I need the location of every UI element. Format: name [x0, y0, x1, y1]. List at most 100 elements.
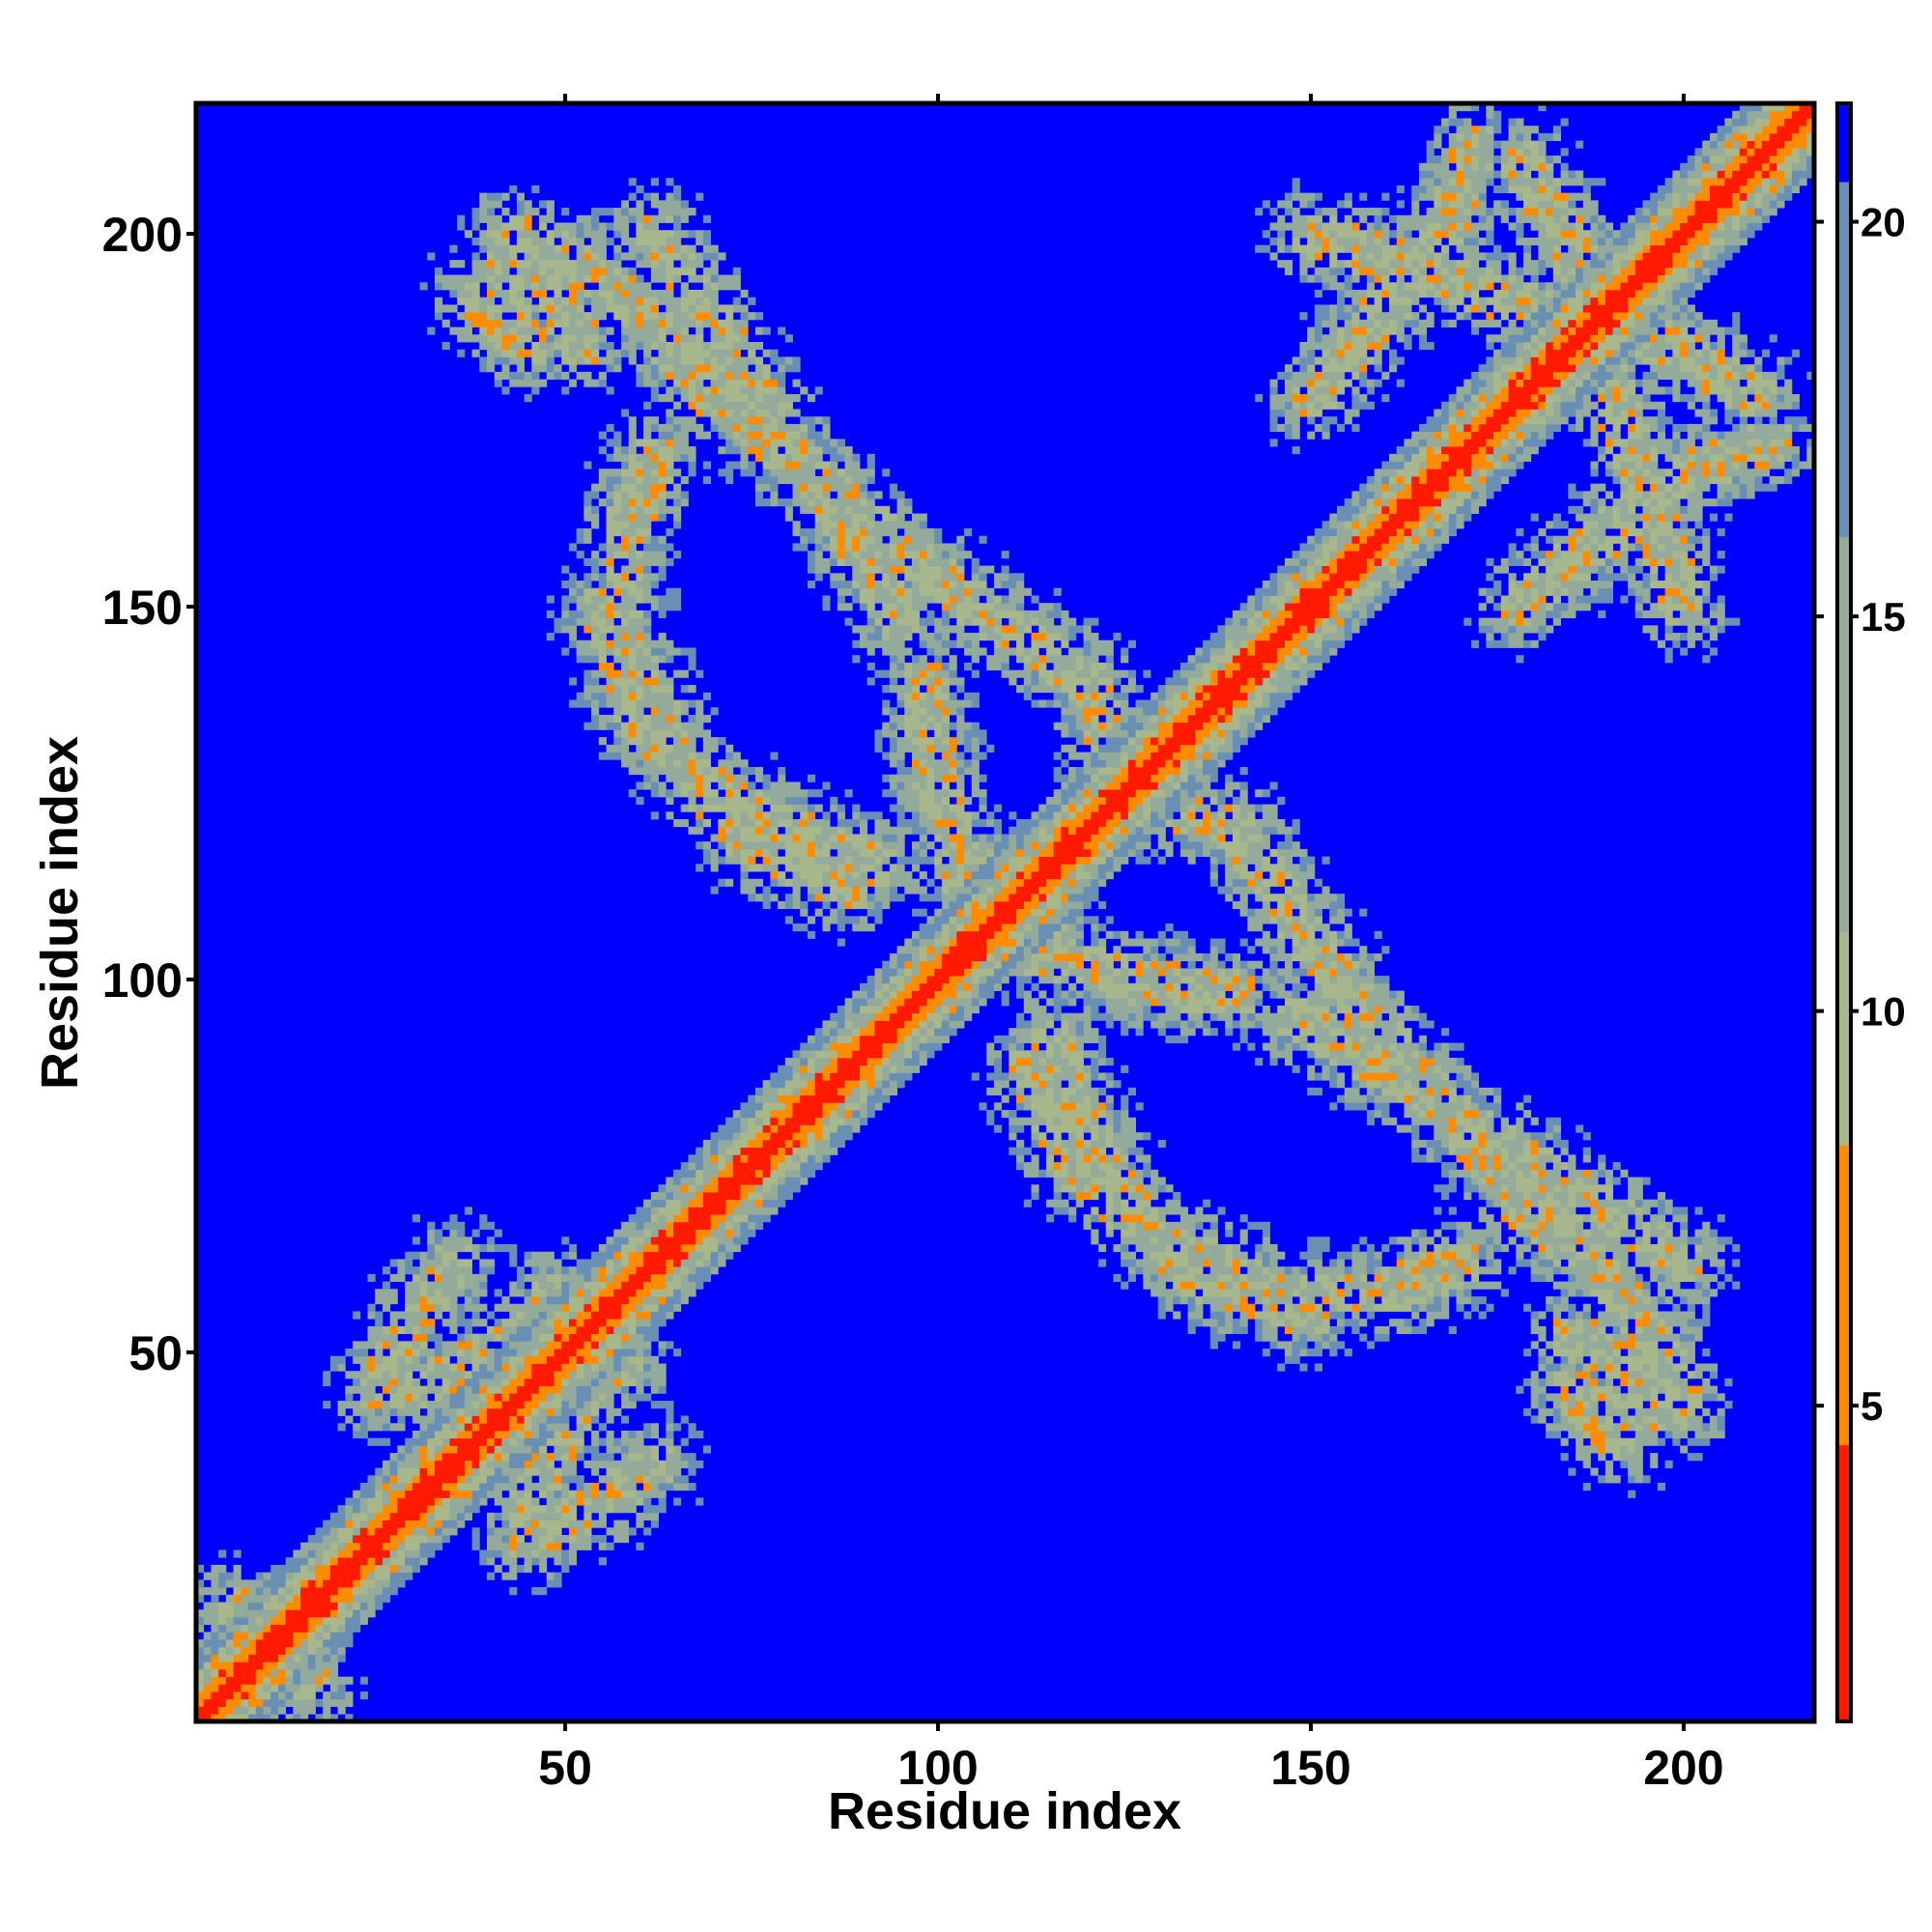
heatmap-cell-run	[658, 789, 667, 798]
heatmap-cell-run	[1396, 990, 1405, 999]
heatmap-cell-run	[859, 886, 868, 895]
heatmap-cell-run	[762, 900, 771, 910]
heatmap-cell-run	[993, 1058, 1003, 1066]
heatmap-cell-run	[1680, 1296, 1689, 1305]
heatmap-cell-run	[524, 1273, 548, 1282]
heatmap-cell-run	[285, 1684, 301, 1692]
heatmap-cell-run	[1307, 1311, 1316, 1320]
heatmap-cell-run	[1045, 938, 1055, 947]
heatmap-cell-run	[941, 677, 951, 686]
heatmap-cell-run	[1500, 1214, 1509, 1223]
heatmap-cell-run	[1628, 1363, 1643, 1372]
heatmap-cell-run	[1284, 1042, 1293, 1051]
heatmap-cell-run	[405, 1266, 420, 1275]
heatmap-cell-run	[1075, 1042, 1084, 1051]
heatmap-cell-run	[613, 1505, 637, 1514]
heatmap-cell-run	[1351, 1259, 1368, 1267]
heatmap-cell-run	[1061, 796, 1069, 805]
heatmap-cell-run	[620, 647, 630, 656]
heatmap-cell-run	[494, 1333, 502, 1342]
heatmap-cell-run	[1657, 1325, 1666, 1335]
heatmap-cell-run	[315, 1714, 324, 1722]
heatmap-cell-run	[524, 1557, 532, 1566]
heatmap-cell-run	[1121, 752, 1129, 760]
heatmap-cell-run	[1269, 1050, 1293, 1059]
heatmap-cell-run	[643, 759, 659, 768]
heatmap-cell-run	[546, 1527, 562, 1536]
heatmap-cell-run	[956, 894, 973, 902]
heatmap-cell-run	[1560, 1401, 1569, 1409]
heatmap-cell-run	[941, 960, 973, 969]
heatmap-cell-run	[1031, 1035, 1047, 1043]
heatmap-cell-run	[509, 1423, 526, 1432]
heatmap-cell-run	[285, 1616, 309, 1626]
heatmap-cell-run	[919, 923, 943, 932]
heatmap-cell-run	[539, 1266, 548, 1275]
heatmap-cell-run	[1307, 1296, 1316, 1305]
heatmap-cell-run	[1336, 1259, 1346, 1267]
heatmap-cell-run	[1209, 677, 1218, 686]
heatmap-cell-run	[1516, 1102, 1524, 1111]
heatmap-cell-run	[807, 1058, 816, 1066]
heatmap-cell-run	[919, 960, 943, 969]
heatmap-cell-run	[889, 960, 897, 969]
heatmap-cell-run	[1113, 1199, 1122, 1208]
heatmap-cell-run	[389, 1490, 406, 1498]
heatmap-cell-run	[1366, 1050, 1382, 1059]
heatmap-cell-run	[568, 1505, 578, 1514]
heatmap-cell-run	[277, 1668, 287, 1678]
heatmap-cell-run	[1732, 1243, 1741, 1253]
heatmap-cell-run	[233, 1616, 249, 1626]
heatmap-cell-run	[844, 878, 868, 887]
heatmap-cell-run	[337, 1542, 346, 1550]
heatmap-cell-run	[576, 1349, 592, 1357]
heatmap-cell-run	[389, 1319, 398, 1327]
heatmap-cell-run	[233, 1632, 249, 1640]
heatmap-cell-run	[1113, 826, 1122, 835]
heatmap-cell-run	[1396, 1042, 1420, 1051]
heatmap-cell-run	[904, 1058, 921, 1066]
heatmap-cell-run	[1203, 699, 1234, 708]
heatmap-cell-run	[778, 766, 786, 776]
heatmap-cell-run	[874, 900, 883, 910]
heatmap-cell-run	[606, 744, 630, 753]
heatmap-cell-run	[1016, 982, 1025, 991]
heatmap-cell-run	[1173, 1259, 1189, 1267]
heatmap-cell-run	[636, 1385, 644, 1394]
heatmap-cell-run	[1351, 976, 1375, 984]
heatmap-cell-run	[1359, 1035, 1368, 1043]
heatmap-cell-run	[1143, 1214, 1159, 1223]
heatmap-cell-run	[934, 655, 943, 664]
heatmap-cell-run	[688, 1273, 712, 1282]
heatmap-cell-run	[203, 1662, 212, 1670]
heatmap-cell-run	[889, 744, 897, 753]
heatmap-cell-run	[531, 1319, 540, 1327]
heatmap-cell-run	[1426, 1319, 1435, 1327]
heatmap-cell-run	[509, 1587, 518, 1596]
heatmap-cell-run	[882, 1005, 897, 1014]
heatmap-cell-run	[1143, 952, 1151, 962]
heatmap-cell-run	[225, 1616, 234, 1626]
heatmap-cell-run	[673, 707, 682, 716]
heatmap-cell-run	[807, 848, 816, 858]
heatmap-cell-run	[1091, 1177, 1129, 1185]
heatmap-cell-run	[1687, 1296, 1711, 1305]
heatmap-cell-run	[1329, 1028, 1346, 1037]
heatmap-cell-run	[919, 819, 935, 828]
heatmap-cell-run	[696, 1497, 704, 1506]
heatmap-cell-run	[874, 1080, 883, 1089]
heatmap-cell-run	[1396, 1050, 1405, 1059]
heatmap-cell-run	[1552, 1191, 1569, 1201]
heatmap-cell-run	[539, 1333, 554, 1342]
heatmap-cell-run	[487, 1407, 518, 1416]
heatmap-cell-run	[889, 714, 905, 724]
heatmap-cell-run	[1582, 1303, 1591, 1312]
heatmap-cell-run	[613, 1325, 630, 1335]
heatmap-cell-run	[896, 744, 921, 753]
heatmap-cell-run	[1045, 1147, 1055, 1155]
heatmap-cell-run	[658, 1341, 667, 1350]
heatmap-cell-run	[1582, 1423, 1599, 1432]
heatmap-cell-run	[1441, 1169, 1450, 1178]
heatmap-cell-run	[501, 1378, 510, 1387]
heatmap-cell-run	[1097, 1184, 1107, 1193]
